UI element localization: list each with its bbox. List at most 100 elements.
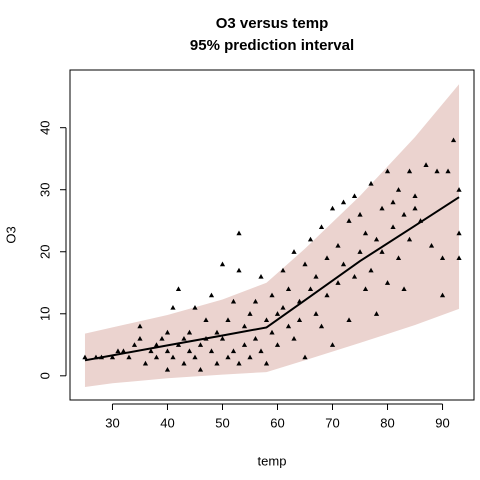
data-point [208, 348, 215, 354]
data-point [302, 354, 308, 360]
x-tick-label: 60 [270, 415, 284, 430]
data-point [170, 354, 176, 360]
data-point [252, 298, 259, 304]
data-point [186, 329, 193, 335]
data-point [197, 342, 204, 347]
data-point [181, 335, 187, 341]
data-point [274, 311, 281, 316]
data-point [241, 342, 248, 347]
data-point [291, 249, 297, 254]
data-point [390, 199, 396, 205]
y-tick-label: 0 [37, 372, 52, 379]
data-point [357, 211, 363, 217]
data-point [230, 298, 237, 304]
data-point [450, 137, 457, 143]
data-point [307, 286, 314, 292]
x-axis-label: temp [258, 453, 287, 468]
data-point [384, 280, 391, 285]
data-point [340, 199, 347, 205]
data-point [318, 224, 325, 230]
data-point [126, 354, 132, 360]
data-point [412, 193, 418, 199]
data-point [390, 224, 396, 230]
data-point [285, 286, 292, 292]
data-point [241, 323, 248, 329]
data-point [439, 292, 446, 298]
y-tick-label: 10 [37, 307, 52, 321]
y-axis-label: O3 [3, 226, 18, 243]
chart-title: O3 versus temp [216, 15, 329, 32]
data-point [142, 360, 149, 366]
data-point [346, 218, 352, 223]
data-point [280, 304, 286, 310]
data-point [423, 162, 429, 167]
data-point [225, 317, 231, 323]
data-point [236, 360, 242, 366]
data-point [373, 236, 380, 242]
data-point [395, 255, 402, 261]
data-point [280, 267, 286, 273]
data-point [362, 230, 369, 236]
x-tick-label: 30 [105, 415, 119, 430]
x-tick-label: 50 [215, 415, 229, 430]
data-point [214, 360, 220, 366]
data-point [439, 255, 446, 261]
data-point [263, 317, 270, 323]
data-point [456, 230, 462, 236]
data-point [175, 342, 182, 347]
data-point [395, 187, 402, 192]
data-point [137, 335, 143, 341]
data-point [109, 354, 116, 360]
data-point [269, 292, 275, 298]
data-point [153, 342, 160, 347]
data-point [445, 168, 451, 174]
data-point [82, 354, 88, 360]
data-point [219, 261, 226, 267]
data-point [313, 311, 319, 316]
data-point [291, 335, 297, 341]
data-point [346, 317, 352, 323]
data-point [137, 323, 143, 329]
data-point [362, 286, 369, 292]
data-point [164, 367, 171, 372]
data-point [164, 348, 171, 354]
data-point [203, 317, 209, 323]
data-point [401, 286, 407, 292]
data-point [373, 311, 380, 316]
data-point [351, 193, 358, 199]
data-point [368, 267, 374, 273]
data-point [252, 335, 259, 341]
data-point [285, 323, 292, 329]
data-point [329, 205, 336, 211]
data-point [368, 180, 374, 186]
data-point [263, 360, 270, 366]
prediction-band [84, 84, 460, 387]
y-tick-label: 30 [37, 182, 52, 196]
data-point [434, 168, 440, 174]
y-tick-label: 20 [37, 245, 52, 259]
data-point [324, 255, 330, 261]
data-point [186, 348, 193, 354]
data-point [357, 249, 363, 254]
data-point [170, 304, 176, 310]
fit-line [84, 196, 460, 362]
data-point [274, 342, 281, 347]
data-point [236, 230, 242, 236]
data-point [351, 273, 358, 279]
data-point [153, 354, 160, 360]
x-tick-label: 80 [380, 415, 394, 430]
x-tick-label: 70 [325, 415, 339, 430]
data-point [159, 335, 165, 341]
data-point [406, 168, 413, 174]
data-point [225, 354, 231, 360]
data-point [307, 236, 314, 242]
data-point [192, 354, 198, 360]
data-point [197, 367, 204, 372]
data-point [208, 292, 215, 298]
data-point [302, 261, 308, 267]
data-point [456, 187, 462, 192]
data-point [269, 329, 275, 335]
x-tick-label: 90 [435, 415, 449, 430]
